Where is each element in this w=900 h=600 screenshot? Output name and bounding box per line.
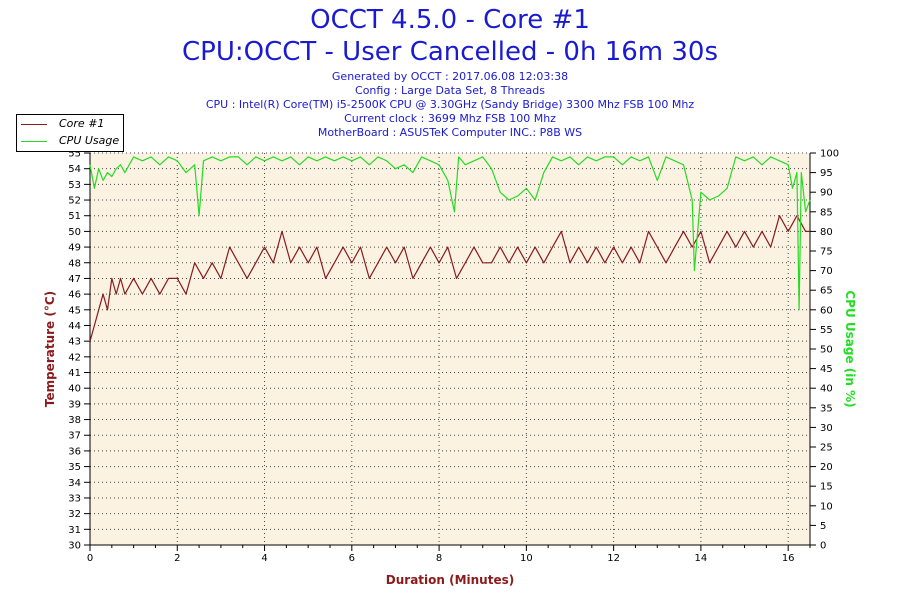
y-right-tick-label: 45: [820, 364, 833, 375]
y-right-tick-label: 60: [820, 305, 833, 316]
legend: Core #1 CPU Usage: [16, 114, 124, 152]
info-config: Config : Large Data Set, 8 Threads: [355, 84, 545, 97]
y-left-tick-label: 48: [68, 258, 81, 269]
y-left-tick-label: 46: [68, 290, 81, 301]
y-left-tick-label: 31: [68, 525, 81, 536]
y-right-tick-label: 70: [820, 266, 833, 277]
legend-label-core: Core #1: [59, 117, 105, 130]
x-tick-label: 0: [87, 553, 93, 564]
series-line-cpu-usage: [89, 156, 811, 311]
y-left-tick-label: 42: [68, 352, 81, 363]
y-left-tick-label: 53: [68, 180, 81, 191]
y-right-axis-title: CPU Usage (in %): [843, 290, 857, 407]
legend-swatch-cpu: [21, 141, 47, 142]
info-generated: Generated by OCCT : 2017.06.08 12:03:38: [331, 70, 569, 83]
y-right-tick-label: 40: [820, 384, 833, 395]
y-right-tick-label: 30: [820, 423, 833, 434]
y-left-tick-label: 41: [68, 368, 81, 379]
y-left-tick-label: 30: [68, 541, 81, 552]
x-tick-label: 12: [607, 553, 620, 564]
y-right-tick-label: 0: [820, 541, 826, 552]
y-left-tick-label: 33: [68, 493, 81, 504]
y-left-tick-label: 54: [68, 164, 81, 175]
y-left-tick-label: 49: [68, 243, 81, 254]
info-clock: Current clock : 3699 Mhz FSB 100 Mhz: [344, 112, 556, 125]
x-tick-label: 16: [782, 553, 795, 564]
legend-label-cpu: CPU Usage: [59, 134, 120, 147]
plot-area: [90, 153, 810, 545]
y-right-tick-label: 20: [820, 462, 833, 473]
y-right-tick-label: 65: [820, 286, 833, 297]
y-right-tick-label: 5: [820, 521, 826, 532]
y-right-tick-label: 95: [820, 168, 833, 179]
legend-item-cpu: CPU Usage: [21, 133, 121, 149]
y-left-tick-label: 39: [68, 399, 81, 410]
y-left-tick-label: 43: [68, 337, 81, 348]
info-cpu: CPU : Intel(R) Core(TM) i5-2500K CPU @ 3…: [205, 98, 695, 111]
y-left-tick-label: 40: [68, 384, 81, 395]
y-left-tick-label: 36: [68, 446, 81, 457]
x-axis-title: Duration (Minutes): [386, 573, 514, 587]
y-left-tick-label: 51: [68, 211, 81, 222]
info-motherboard: MotherBoard : ASUSTeK Computer INC.: P8B…: [317, 126, 583, 139]
y-left-tick-label: 52: [68, 196, 81, 207]
chart-subtitle: CPU:OCCT - User Cancelled - 0h 16m 30s: [181, 37, 719, 67]
y-right-tick-label: 100: [820, 149, 839, 160]
x-tick-label: 14: [695, 553, 708, 564]
chart-title: OCCT 4.5.0 - Core #1: [310, 5, 590, 35]
x-tick-label: 6: [349, 553, 355, 564]
y-right-tick-label: 80: [820, 227, 833, 238]
y-left-tick-label: 44: [68, 321, 81, 332]
y-right-tick-label: 25: [820, 443, 833, 454]
y-right-tick-label: 10: [820, 501, 833, 512]
x-tick-label: 10: [520, 553, 533, 564]
y-left-tick-label: 35: [68, 462, 81, 473]
y-left-tick-label: 47: [68, 274, 81, 285]
y-right-tick-label: 50: [820, 345, 833, 356]
y-left-tick-label: 37: [68, 431, 81, 442]
y-left-tick-label: 50: [68, 227, 81, 238]
legend-swatch-core: [21, 124, 47, 125]
y-left-tick-label: 45: [68, 305, 81, 316]
y-right-tick-label: 55: [820, 325, 833, 336]
series-line-core1: [89, 215, 810, 342]
y-right-tick-label: 75: [820, 247, 833, 258]
y-left-tick-label: 38: [68, 415, 81, 426]
y-left-tick-label: 55: [68, 149, 81, 160]
y-right-tick-label: 15: [820, 482, 833, 493]
y-right-tick-label: 35: [820, 403, 833, 414]
x-tick-label: 2: [174, 553, 180, 564]
y-right-tick-label: 85: [820, 207, 833, 218]
y-left-axis-title: Temperature (°C): [43, 291, 57, 407]
y-right-tick-label: 90: [820, 188, 833, 199]
y-left-tick-label: 34: [68, 478, 81, 489]
x-tick-label: 8: [436, 553, 442, 564]
y-left-tick-label: 32: [68, 509, 81, 520]
x-tick-label: 4: [261, 553, 267, 564]
legend-item-core: Core #1: [21, 116, 121, 132]
